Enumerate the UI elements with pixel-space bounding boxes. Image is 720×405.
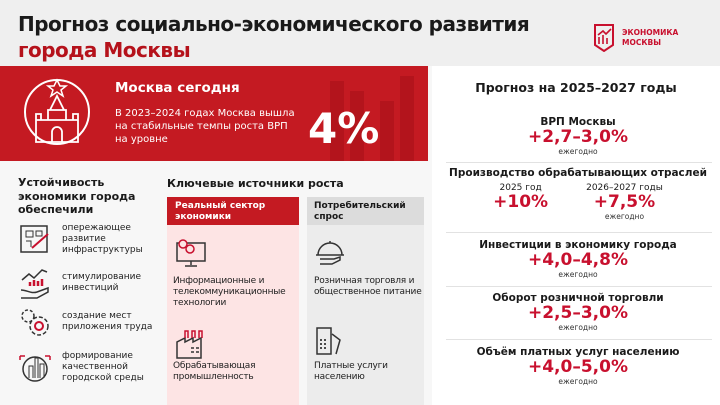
page-title: Прогноз социально-экономического развити…: [18, 12, 530, 36]
forecast-grp: ВРП Москвы +2,7–3,0% ежегодно: [527, 116, 628, 156]
forecast-investment: Инвестиции в экономику города +4,0–4,8% еж…: [479, 239, 677, 279]
forecast-title: Прогноз на 2025–2027 годы: [475, 80, 677, 95]
city-globe-icon: [19, 355, 51, 382]
source-item-label: Обрабатывающая промышленность: [173, 361, 256, 382]
source-item-label: Розничная торговля и общественное питани…: [314, 276, 422, 297]
gears-icon: [21, 309, 49, 336]
serving-cloche-icon: [316, 241, 344, 265]
sources-heading: Ключевые источники роста: [167, 177, 344, 190]
stability-item-label: формирование качественной городской сред…: [62, 350, 144, 383]
divider: [446, 286, 712, 287]
divider: [446, 232, 712, 233]
real-sector-header: Реальный сектор экономики: [167, 197, 299, 225]
banner-text: В 2023–2024 годах Москва вышла на стабил…: [115, 108, 295, 145]
divider: [446, 162, 712, 163]
logo-text: ЭКОНОМИКА МОСКВЫ: [622, 28, 679, 47]
stability-item: формирование качественной городской сред…: [18, 350, 163, 384]
logo-icon: [594, 24, 614, 52]
consumer-demand-header: Потребительский спрос: [307, 197, 424, 225]
forecast-manufacturing: Производство обрабатывающих отраслей 202…: [449, 167, 707, 221]
forecast-panel: [432, 66, 720, 405]
kremlin-tower-icon: [24, 78, 90, 145]
forecast-retail: Оборот розничной торговли +2,5–3,0% ежегод…: [492, 292, 664, 332]
payment-terminal-icon: [316, 327, 341, 355]
stability-item-label: стимулирование инвестиций: [62, 272, 142, 293]
factory-icon: [176, 330, 203, 359]
stability-item: стимулирование инвестиций: [18, 266, 163, 300]
page-subtitle: города Москвы: [18, 38, 191, 62]
stability-item-label: опережающее развитие инфраструктуры: [62, 222, 143, 255]
grp-growth-value: 4%: [308, 104, 380, 153]
investment-hand-chart-icon: [20, 269, 49, 299]
forecast-services: Объём платных услуг населению +4,0–5,0% еж…: [476, 346, 680, 386]
stability-item: опережающее развитие инфраструктуры: [18, 222, 163, 256]
stability-item: создание мест приложения труда: [18, 305, 163, 339]
stability-item-label: создание мест приложения труда: [62, 311, 153, 332]
stability-heading: Устойчивость экономики города обеспечили: [18, 176, 136, 216]
banner-title: Москва сегодня: [115, 80, 240, 96]
real-sector-column: [167, 197, 299, 405]
consumer-demand-column: [307, 197, 424, 405]
divider: [446, 339, 712, 340]
source-item-label: Информационные и телекоммуникационные те…: [173, 276, 286, 308]
moscow-today-banner: [0, 66, 428, 161]
computer-gears-icon: [176, 239, 206, 267]
infrastructure-plan-icon: [20, 225, 49, 253]
source-item-label: Платные услуги населению: [314, 361, 388, 382]
